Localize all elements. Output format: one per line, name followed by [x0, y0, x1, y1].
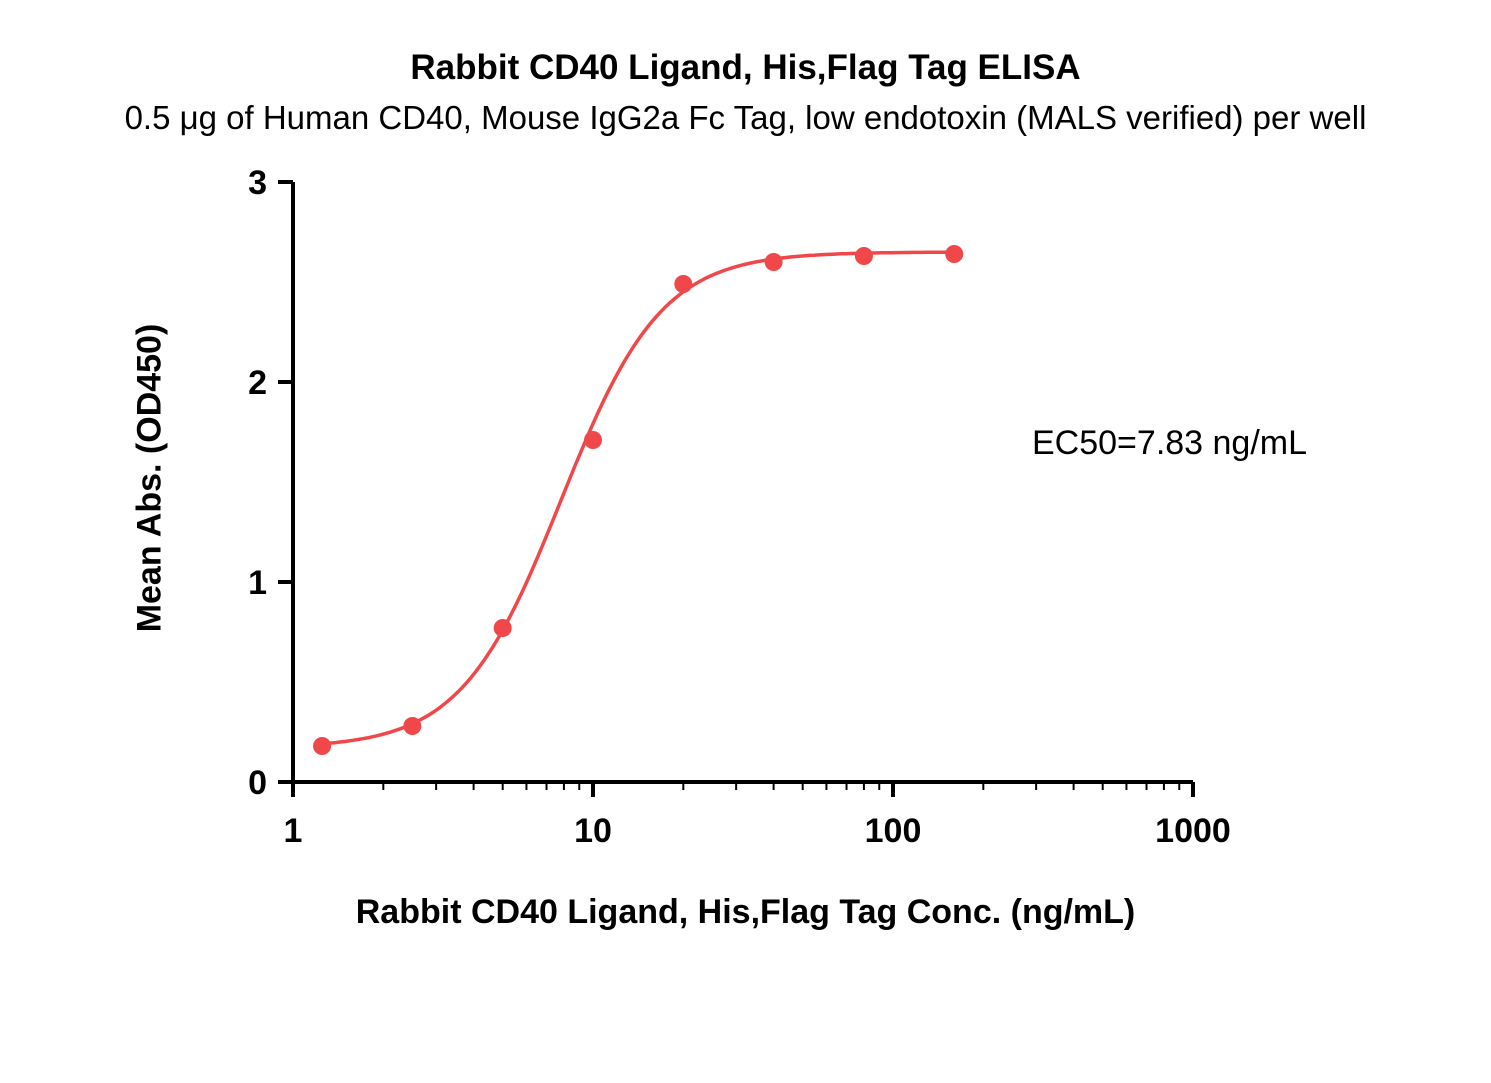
chart-title: Rabbit CD40 Ligand, His,Flag Tag ELISA — [410, 48, 1081, 87]
data-point — [764, 253, 783, 271]
chart-subtitle: 0.5 μg of Human CD40, Mouse IgG2a Fc Tag… — [124, 99, 1367, 136]
y-tick-label: 1 — [248, 564, 267, 602]
ec50-annotation: EC50=7.83 ng/mL — [1032, 424, 1308, 462]
data-point — [313, 737, 332, 755]
data-point — [493, 619, 512, 637]
x-tick-label: 10 — [574, 812, 612, 850]
x-tick-label: 1 — [284, 812, 303, 850]
y-tick-label: 2 — [248, 364, 267, 402]
y-tick-label: 0 — [248, 764, 267, 802]
x-tick-label: 1000 — [1155, 812, 1231, 850]
y-tick-label: 3 — [248, 164, 267, 202]
data-point — [945, 245, 964, 263]
x-tick-label: 100 — [865, 812, 922, 850]
fit-curve — [320, 250, 956, 746]
data-point — [674, 275, 693, 293]
x-axis-label: Rabbit CD40 Ligand, His,Flag Tag Conc. (… — [355, 893, 1136, 931]
data-point — [403, 717, 422, 735]
data-point — [584, 431, 602, 449]
data-point — [854, 247, 873, 265]
